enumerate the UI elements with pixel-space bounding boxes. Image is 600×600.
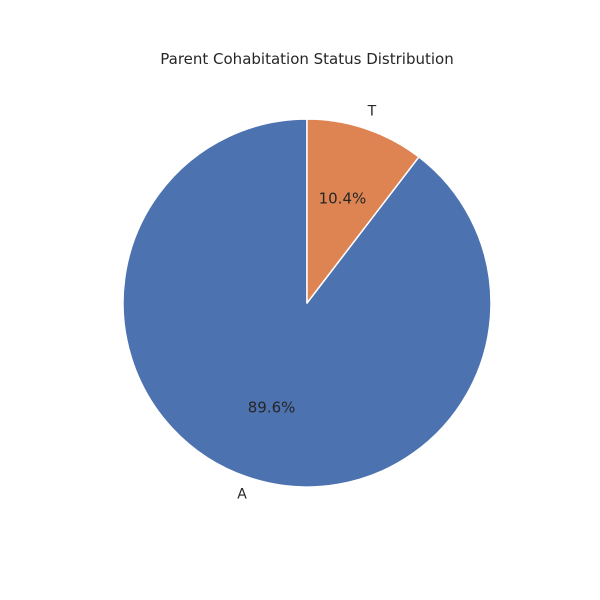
slice-label-t: T [367, 103, 377, 119]
slice-label-a: A [237, 487, 247, 503]
chart-title: Parent Cohabitation Status Distribution [160, 50, 453, 68]
pct-label-t: 10.4% [319, 189, 367, 207]
pie-slices [122, 118, 492, 488]
pie-slice-a [122, 118, 492, 488]
pct-label-a: 89.6% [248, 399, 296, 417]
pie-labels: A 89.6% T 10.4% [237, 103, 376, 502]
pie-slice-t [306, 118, 420, 304]
